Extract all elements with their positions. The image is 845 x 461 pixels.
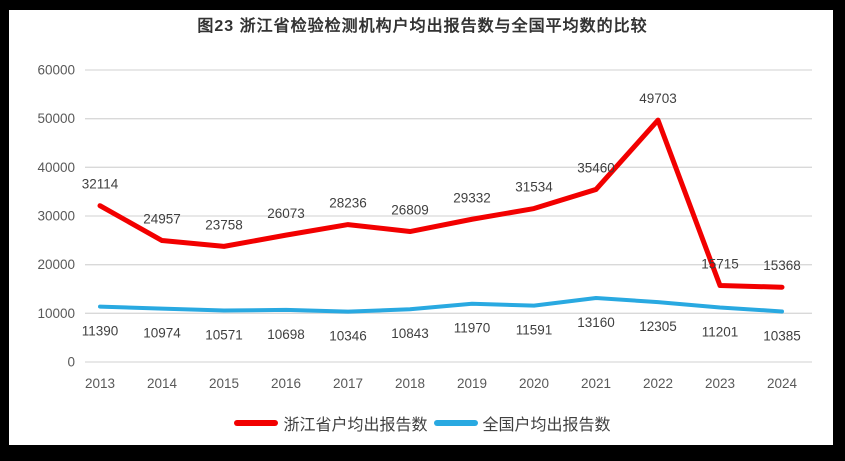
x-axis-tick-label: 2022 (643, 376, 673, 391)
chart-title: 图23 浙江省检验检测机构户均出报告数与全国平均数的比较 (197, 18, 648, 35)
data-point-label-national: 11970 (454, 321, 491, 336)
data-point-label-zhejiang: 49703 (639, 91, 677, 106)
y-axis-tick-label: 60000 (37, 63, 75, 78)
y-axis-tick-label: 10000 (37, 306, 75, 321)
data-point-label-national: 11201 (702, 324, 739, 339)
legend-line-swatch-national (433, 420, 478, 426)
x-axis-tick-label: 2024 (767, 376, 798, 391)
data-point-label-zhejiang: 26809 (391, 203, 429, 218)
data-point-label-national: 11390 (82, 324, 119, 339)
y-axis-tick-label: 20000 (37, 257, 75, 272)
data-point-label-national: 12305 (639, 319, 677, 334)
x-axis-tick-label: 2017 (333, 376, 363, 391)
data-point-label-national: 11591 (516, 323, 553, 338)
data-point-label-national: 10385 (763, 328, 801, 343)
data-point-label-national: 10974 (143, 326, 181, 341)
x-axis-tick-label: 2019 (457, 376, 487, 391)
y-axis-tick-label: 0 (67, 355, 75, 370)
legend-item-national: 全国户均出报告数 (433, 411, 611, 435)
x-axis-tick-label: 2020 (519, 376, 549, 391)
legend-line-swatch-zhejiang (234, 420, 279, 426)
data-point-label-national: 10346 (329, 329, 367, 344)
data-point-label-zhejiang: 15715 (701, 257, 739, 272)
chart-legend: 浙江省户均出报告数 全国户均出报告数 (0, 411, 845, 435)
data-point-label-zhejiang: 26073 (267, 206, 305, 221)
data-point-label-zhejiang: 24957 (143, 212, 181, 227)
y-axis-tick-label: 40000 (37, 160, 75, 175)
y-axis-tick-label: 50000 (37, 111, 75, 126)
x-axis-tick-label: 2018 (395, 376, 425, 391)
data-point-label-zhejiang: 28236 (329, 196, 367, 211)
y-axis-tick-label: 30000 (37, 209, 75, 224)
data-point-label-zhejiang: 29332 (453, 190, 491, 205)
data-point-label-zhejiang: 31534 (515, 180, 553, 195)
x-axis-tick-label: 2013 (85, 376, 115, 391)
x-axis-tick-label: 2014 (147, 376, 178, 391)
data-point-label-national: 10843 (391, 326, 429, 341)
data-point-label-zhejiang: 35460 (577, 160, 615, 175)
data-point-label-zhejiang: 23758 (205, 217, 243, 232)
data-point-label-zhejiang: 32114 (82, 177, 119, 192)
x-axis-tick-label: 2021 (581, 376, 611, 391)
x-axis-tick-label: 2016 (271, 376, 301, 391)
series-line-national (98, 295, 784, 314)
x-axis-tick-label: 2015 (209, 376, 239, 391)
data-point-label-zhejiang: 15368 (763, 258, 801, 273)
data-point-label-national: 13160 (577, 315, 615, 330)
x-axis-tick-label: 2023 (705, 376, 735, 391)
series-line-zhejiang (97, 117, 785, 290)
data-point-label-national: 10698 (267, 327, 305, 342)
legend-label-national: 全国户均出报告数 (482, 417, 611, 434)
data-point-label-national: 10571 (205, 328, 243, 343)
legend-label-zhejiang: 浙江省户均出报告数 (283, 417, 428, 434)
legend-item-zhejiang: 浙江省户均出报告数 (234, 411, 428, 435)
